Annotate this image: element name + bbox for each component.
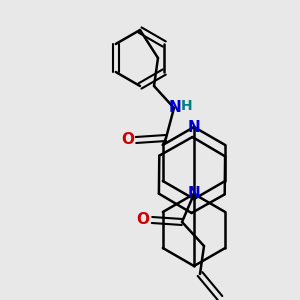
Text: H: H [181,99,193,113]
Text: N: N [188,187,200,202]
Text: O: O [136,212,149,227]
Text: O: O [122,133,134,148]
Text: N: N [169,100,182,116]
Text: N: N [188,119,200,134]
